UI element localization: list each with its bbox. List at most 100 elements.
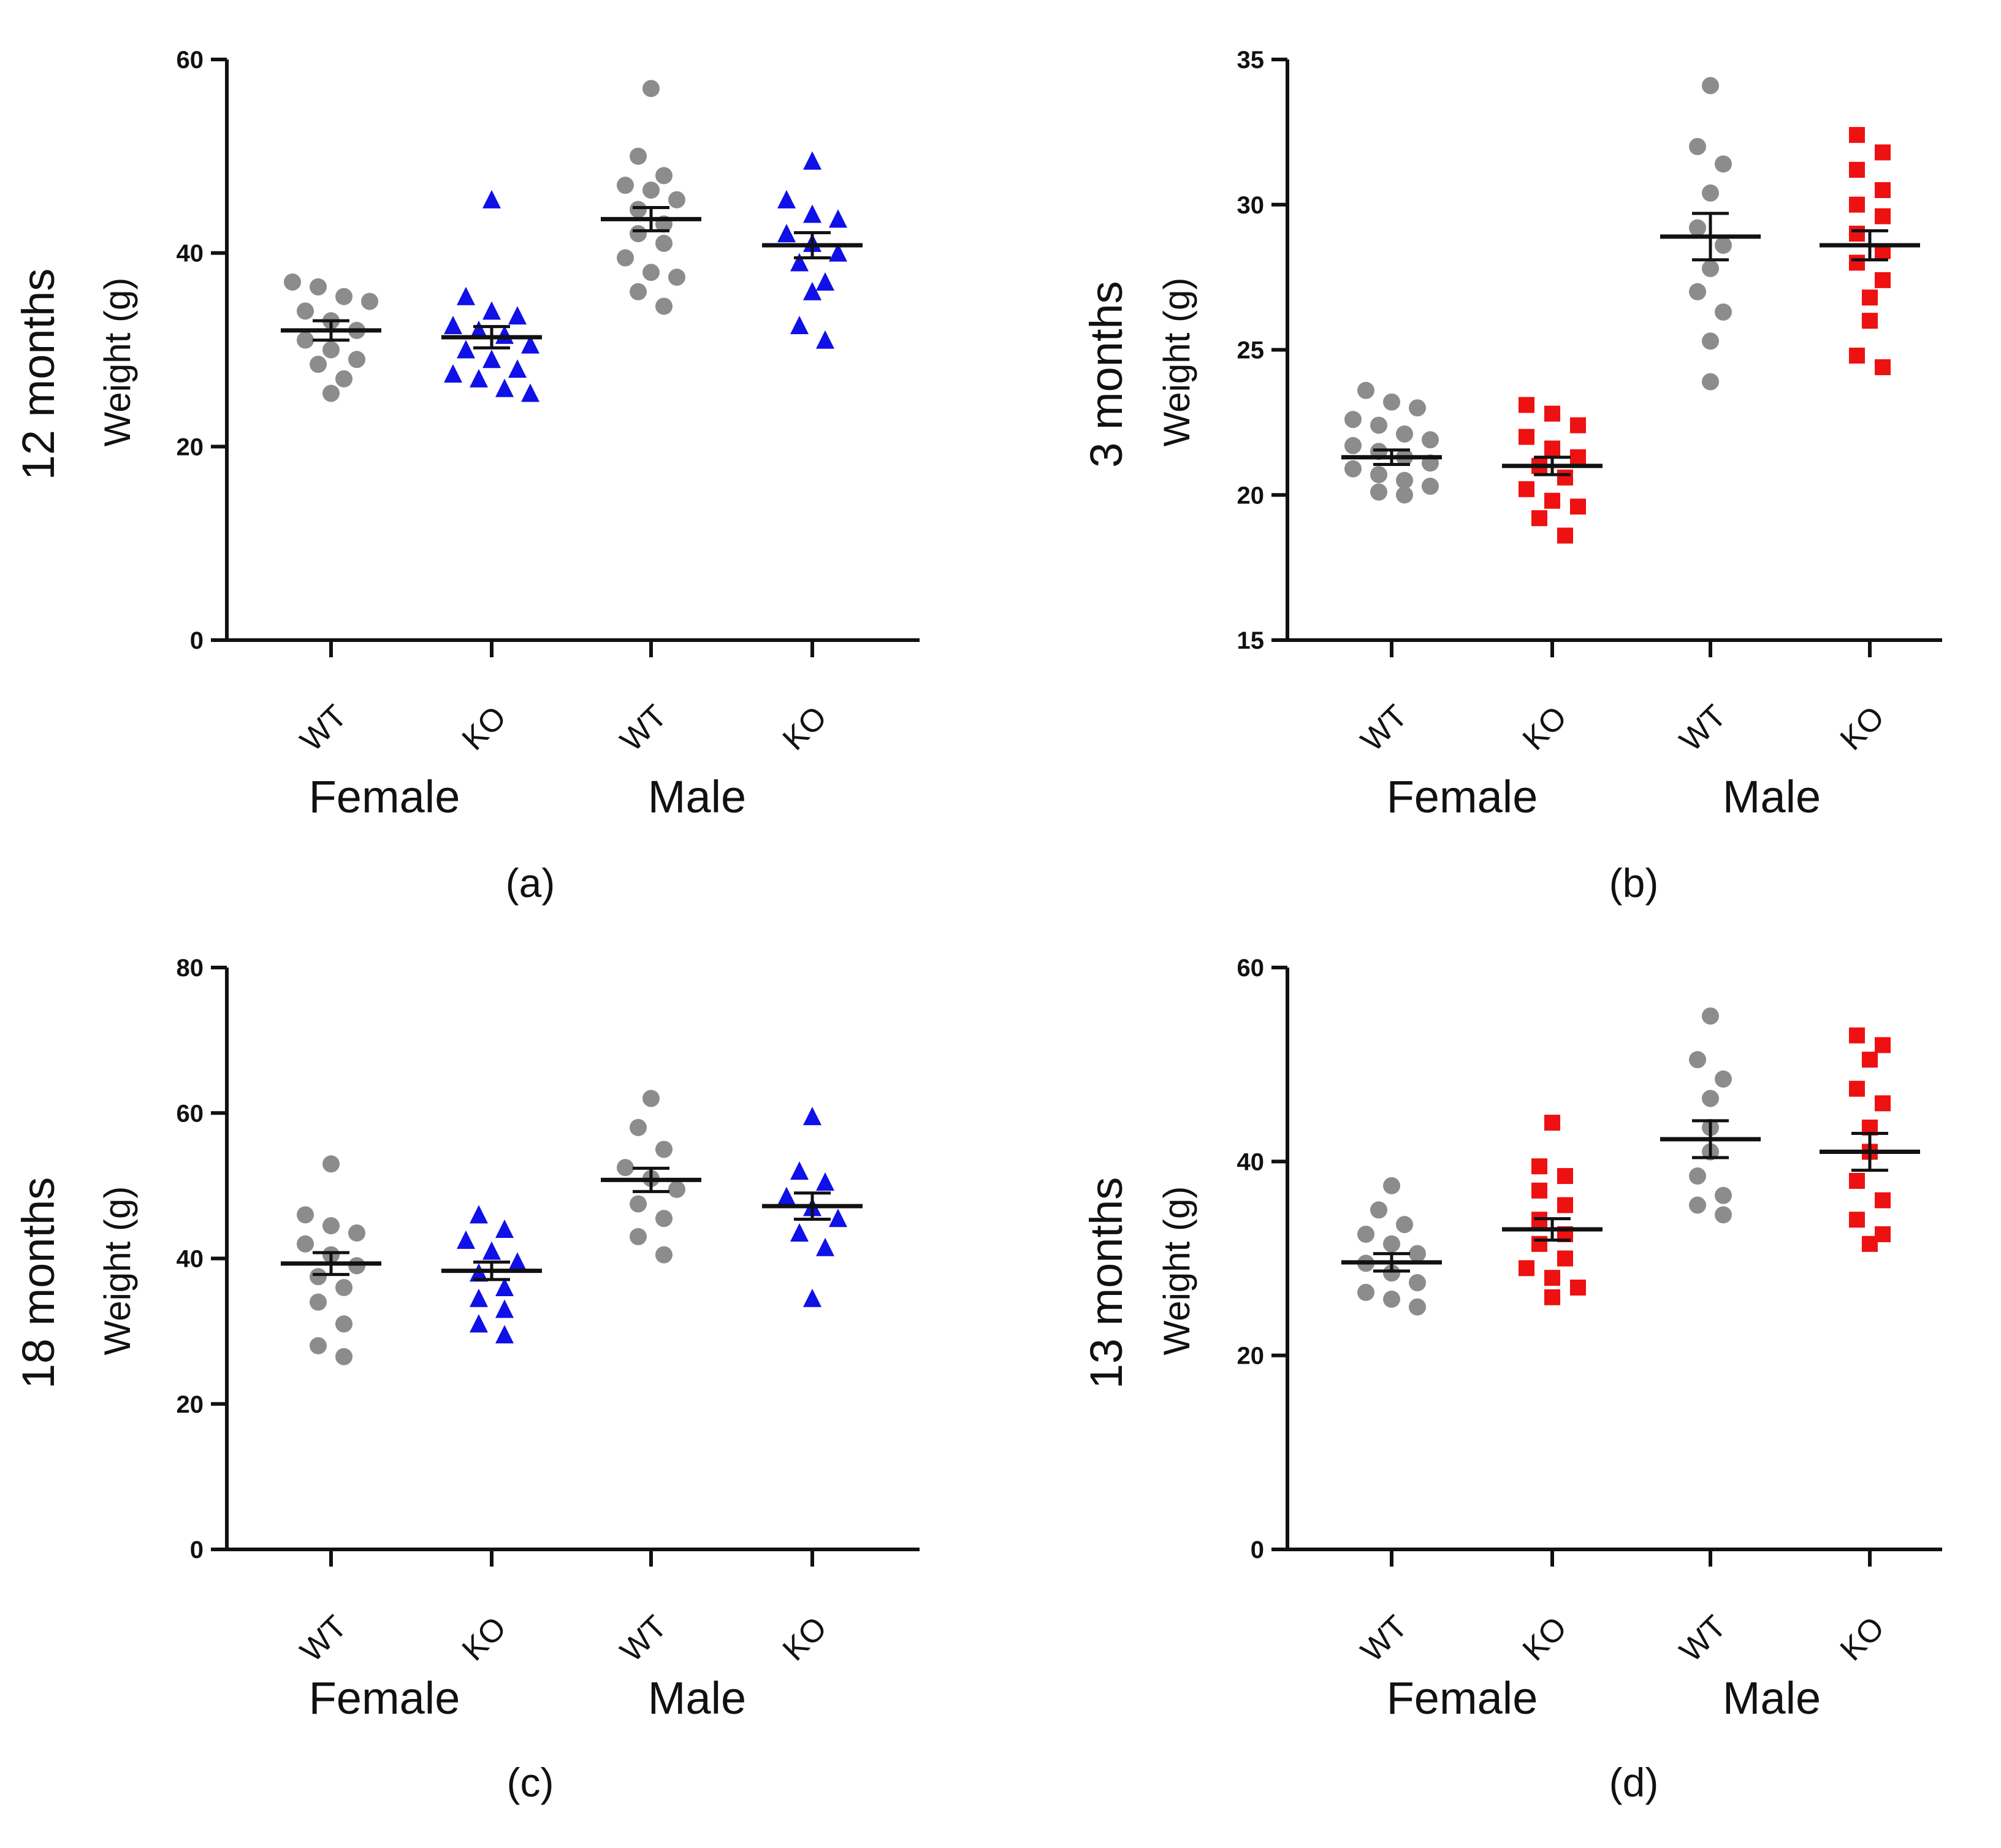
data-point bbox=[1409, 399, 1426, 417]
data-point bbox=[630, 200, 647, 218]
data-point bbox=[816, 330, 834, 349]
data-point bbox=[482, 189, 501, 208]
group-label: Female bbox=[1387, 771, 1538, 822]
data-point bbox=[1370, 466, 1387, 484]
category-label: WT bbox=[1673, 1609, 1733, 1669]
data-point bbox=[508, 1252, 527, 1271]
data-point bbox=[655, 1140, 673, 1158]
data-point bbox=[457, 286, 475, 305]
data-point bbox=[1570, 417, 1586, 433]
y-tick-label: 40 bbox=[177, 1246, 204, 1273]
data-point bbox=[470, 320, 488, 339]
data-point bbox=[1689, 1051, 1706, 1069]
data-point bbox=[1544, 405, 1560, 422]
data-point bbox=[1396, 472, 1413, 489]
data-point bbox=[1875, 1095, 1891, 1112]
data-point bbox=[1531, 1182, 1547, 1199]
data-point bbox=[790, 1223, 809, 1242]
data-point bbox=[1875, 144, 1891, 161]
data-point bbox=[1689, 1196, 1706, 1214]
age-label: 13 months bbox=[1081, 1177, 1132, 1389]
data-point bbox=[1715, 303, 1732, 321]
data-point bbox=[1383, 1264, 1400, 1282]
data-point bbox=[1702, 1090, 1719, 1107]
y-tick-label: 35 bbox=[1237, 47, 1265, 74]
data-point bbox=[1557, 469, 1573, 486]
data-point bbox=[668, 269, 685, 286]
category-label: KO bbox=[455, 1610, 513, 1668]
data-point bbox=[1544, 492, 1560, 509]
y-tick-label: 0 bbox=[190, 1537, 204, 1564]
panel-label: (c) bbox=[507, 1760, 554, 1805]
data-point bbox=[630, 283, 647, 300]
data-point bbox=[829, 243, 847, 262]
group-label: Female bbox=[1387, 1673, 1538, 1724]
data-point bbox=[1357, 1225, 1374, 1243]
data-point bbox=[1396, 425, 1413, 443]
group-label: Male bbox=[1723, 771, 1821, 822]
data-point bbox=[1357, 1283, 1374, 1301]
y-axis-label: Weight (g) bbox=[1156, 278, 1197, 447]
category-label: KO bbox=[1516, 1610, 1574, 1668]
data-point bbox=[335, 1315, 353, 1333]
data-point bbox=[1849, 1027, 1865, 1044]
data-point bbox=[1531, 1235, 1547, 1252]
data-point bbox=[1875, 1037, 1891, 1053]
data-point bbox=[655, 234, 673, 252]
group-label: Male bbox=[1723, 1673, 1821, 1724]
data-point bbox=[1715, 1206, 1732, 1224]
data-point bbox=[1544, 440, 1560, 457]
data-point bbox=[777, 1186, 796, 1205]
data-point bbox=[829, 209, 847, 228]
data-point bbox=[1544, 1115, 1560, 1131]
data-point bbox=[1715, 155, 1732, 173]
data-point bbox=[777, 224, 796, 243]
data-point bbox=[470, 1314, 488, 1333]
data-point bbox=[642, 80, 660, 97]
data-point bbox=[348, 1257, 365, 1275]
data-point bbox=[1422, 431, 1439, 449]
data-point bbox=[803, 281, 821, 300]
y-tick-label: 20 bbox=[177, 433, 204, 460]
y-tick-label: 0 bbox=[190, 627, 204, 654]
group-label: Female bbox=[309, 1673, 460, 1724]
data-point bbox=[1519, 397, 1534, 413]
data-point bbox=[1519, 1260, 1534, 1277]
data-point bbox=[630, 147, 647, 165]
data-point bbox=[1702, 259, 1719, 277]
data-point bbox=[1849, 226, 1865, 242]
data-point bbox=[322, 1155, 340, 1173]
category-label: KO bbox=[1516, 700, 1574, 757]
data-point bbox=[1849, 254, 1865, 271]
data-point bbox=[1531, 1158, 1547, 1175]
data-point bbox=[1383, 1177, 1400, 1194]
panel-label: (a) bbox=[506, 860, 555, 906]
group-label: Male bbox=[648, 771, 746, 822]
data-point bbox=[1409, 1245, 1426, 1262]
data-point bbox=[322, 384, 340, 402]
category-label: KO bbox=[1834, 1610, 1891, 1668]
y-tick-label: 20 bbox=[1237, 1343, 1265, 1370]
y-tick-label: 60 bbox=[177, 1100, 204, 1127]
category-label: WT bbox=[294, 698, 354, 758]
data-point bbox=[1409, 1274, 1426, 1292]
data-point bbox=[482, 1241, 501, 1260]
data-point bbox=[495, 1299, 514, 1318]
y-tick-label: 30 bbox=[1237, 192, 1265, 219]
data-point bbox=[470, 368, 488, 388]
group-label: Male bbox=[648, 1673, 746, 1724]
y-axis-label: Weight (g) bbox=[97, 1186, 138, 1356]
data-point bbox=[1570, 498, 1586, 515]
panel-a: 0 20 40 60 WT KO WT KO Female Male Weight (g) 12 mo… bbox=[13, 47, 920, 906]
data-point bbox=[668, 191, 685, 208]
data-point bbox=[1862, 289, 1878, 306]
data-point bbox=[777, 189, 796, 208]
data-point bbox=[1849, 347, 1865, 364]
data-point bbox=[322, 1217, 340, 1235]
data-point bbox=[348, 1224, 365, 1242]
category-label: KO bbox=[776, 700, 834, 757]
panel-label: (b) bbox=[1609, 860, 1659, 906]
data-point bbox=[655, 1246, 673, 1264]
data-point bbox=[1357, 381, 1374, 399]
data-point bbox=[297, 1206, 314, 1224]
